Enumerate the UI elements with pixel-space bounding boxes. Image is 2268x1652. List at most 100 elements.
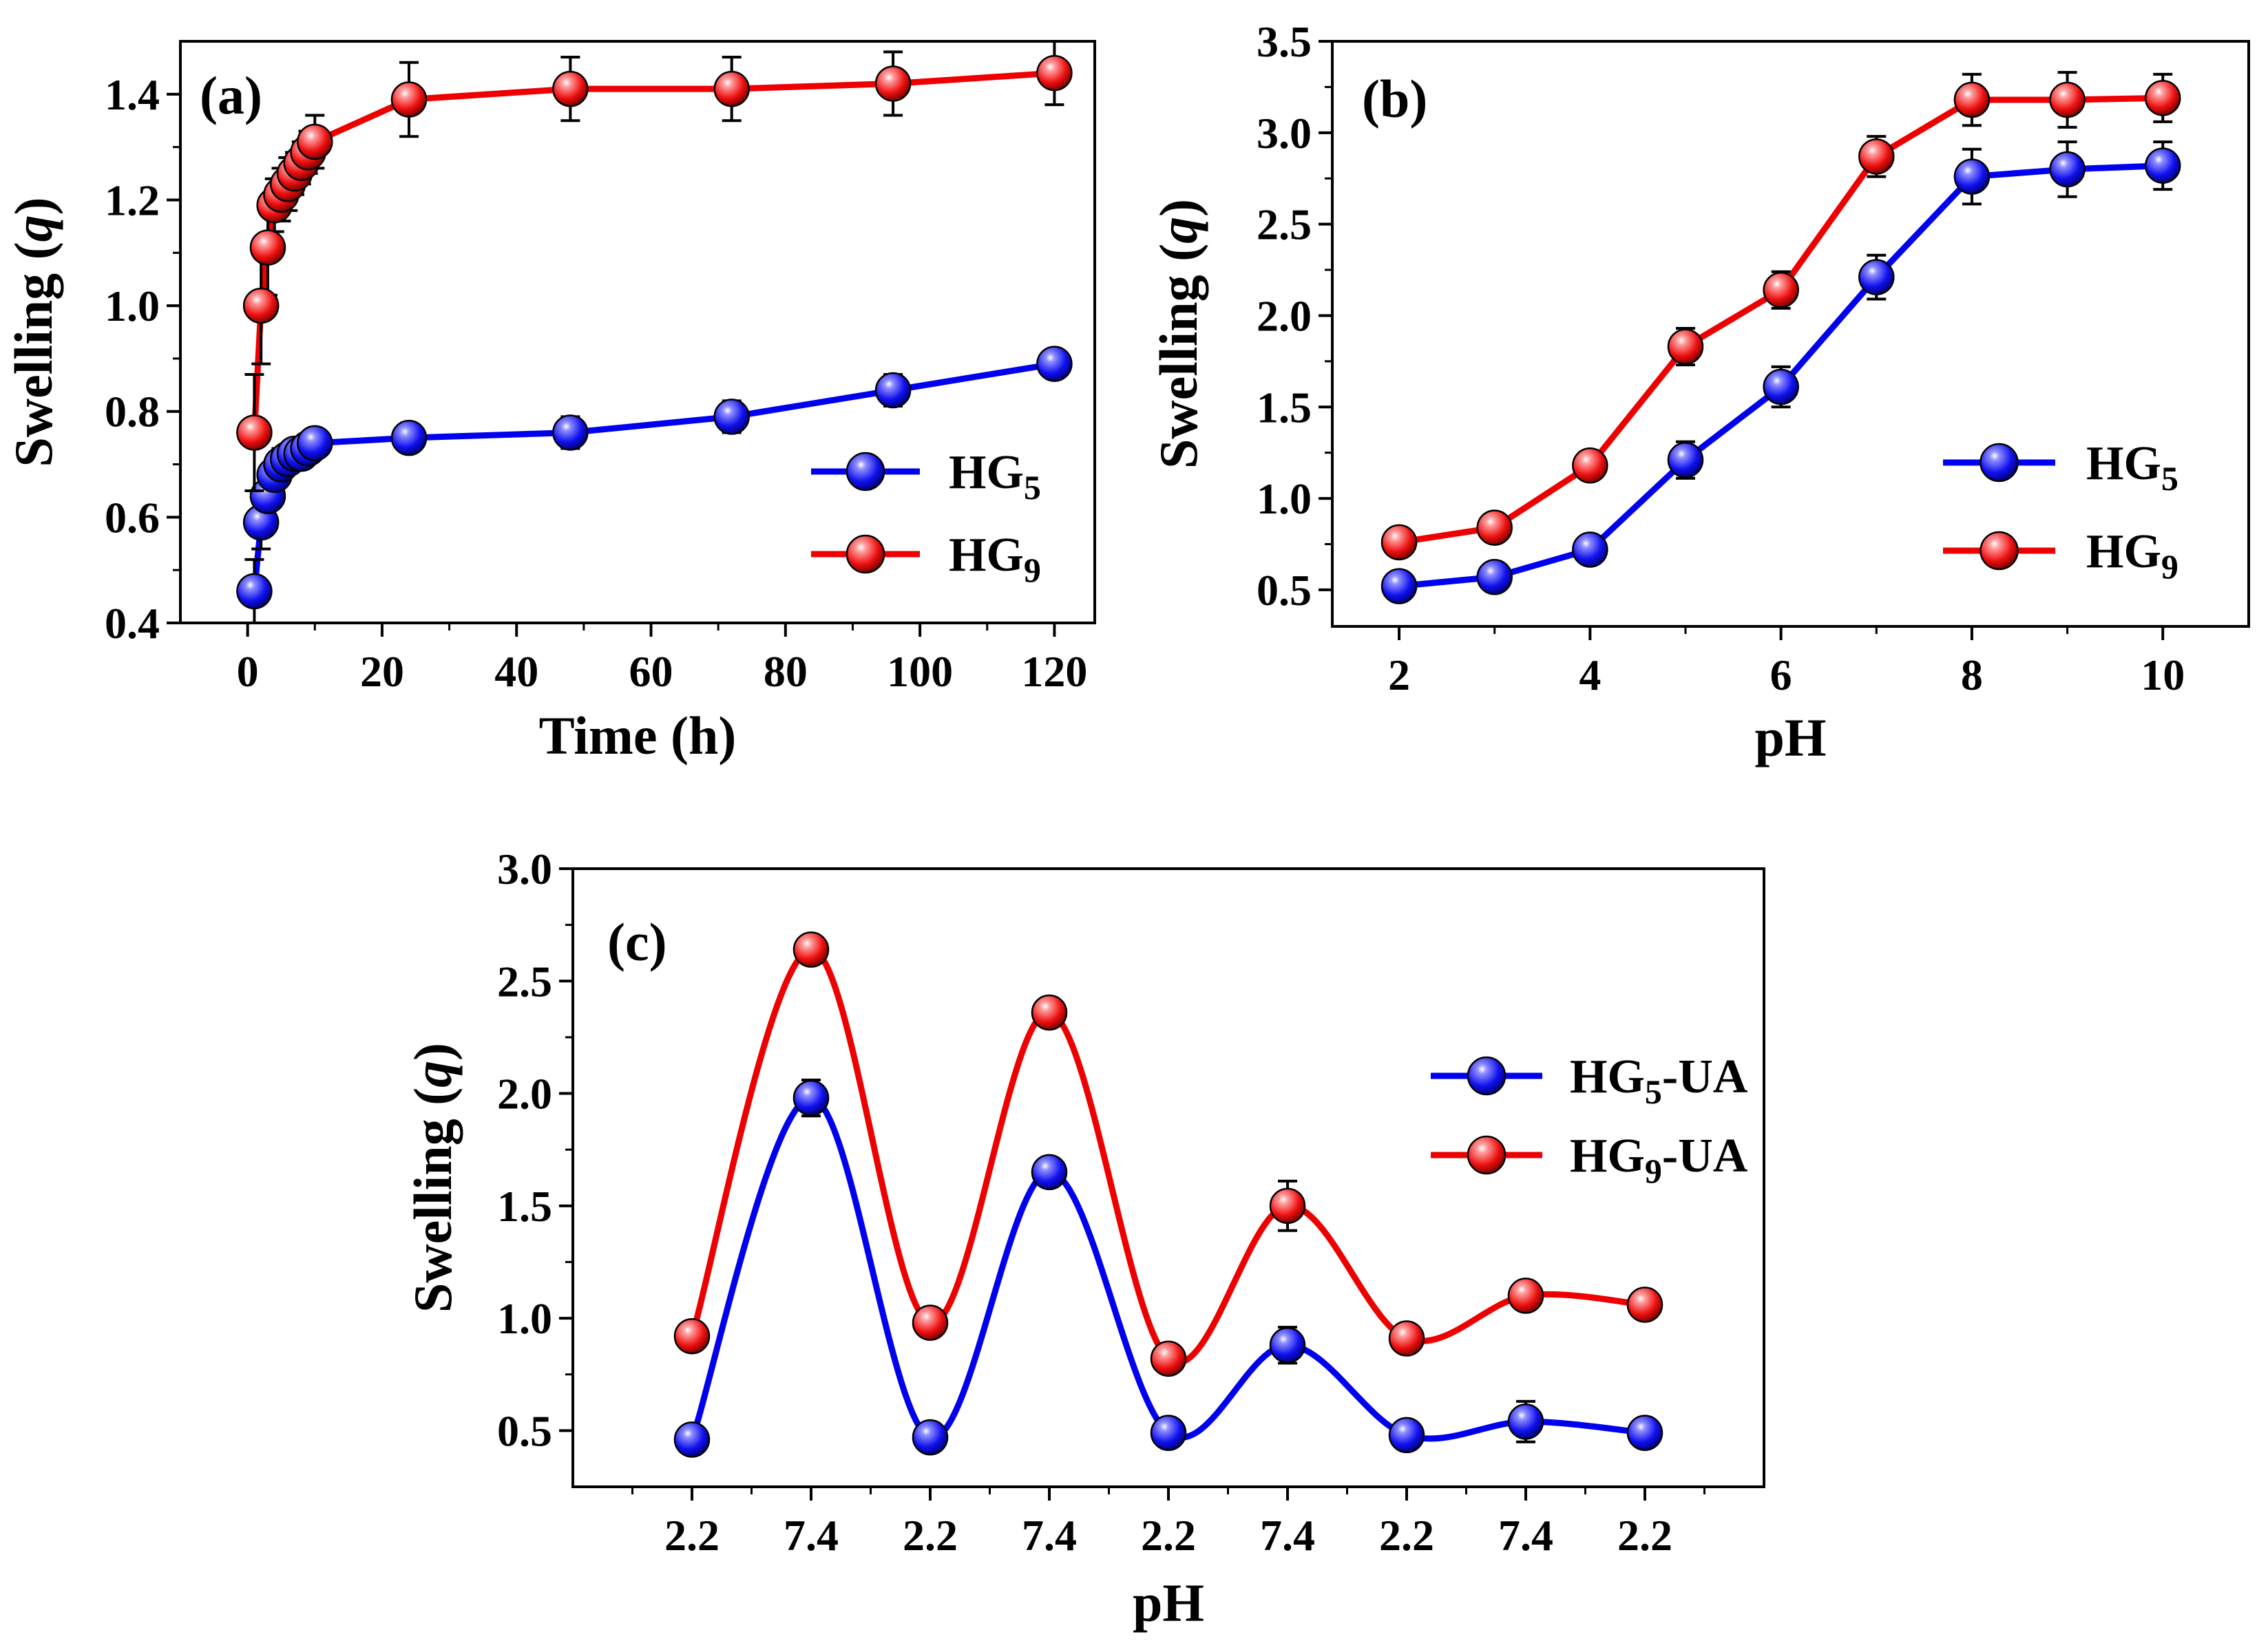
data-point (1858, 259, 1895, 295)
legend-marker (1980, 443, 2019, 483)
data-point (912, 1304, 949, 1341)
x-tick-label: 10 (2141, 650, 2185, 699)
plot-frame (179, 40, 1096, 624)
data-point (1476, 559, 1513, 595)
y-axis-title-part: ) (3, 197, 63, 215)
x-tick-label: 80 (764, 647, 808, 696)
legend-item-1: HG5-UA (1431, 1050, 1748, 1111)
data-point (249, 229, 286, 266)
data-point (1626, 1286, 1663, 1323)
legend-item-1: HG5 (1943, 437, 2178, 498)
series-line (1398, 94, 2163, 546)
x-tick-label: 2.2 (1141, 1511, 1196, 1560)
data-point (1763, 368, 1799, 405)
y-tick-label: 1.0 (497, 1294, 552, 1343)
y-tick-label: 1.0 (105, 282, 160, 330)
chart-panel-c: 0.5 1.0 1.5 2.0 2.5 3.0 2.2 7.4 2.2 7.4 2.2 7.4 2.2 7… (403, 845, 1765, 1633)
data-point (1269, 1187, 1306, 1225)
legend-label-base: HG (949, 446, 1024, 499)
legend-label-subscript: 5 (1024, 468, 1041, 507)
y-axis-title-symbol: q (403, 1061, 463, 1088)
series-2 (1380, 71, 2181, 561)
data-point (236, 573, 273, 610)
legend-label-base: HG (1570, 1050, 1645, 1103)
y-axis-title-part: Swelling ( (1148, 244, 1208, 469)
x-tick-label: 6 (1770, 650, 1792, 699)
data-point (874, 372, 912, 409)
data-point (1667, 328, 1704, 365)
data-point (1953, 81, 1991, 118)
x-tick-label: 7.4 (784, 1511, 839, 1560)
y-tick-label: 2.0 (1257, 291, 1312, 340)
x-tick-label: 20 (360, 647, 404, 696)
y-tick-label: 3.0 (497, 845, 552, 893)
legend-marker (1467, 1135, 1506, 1175)
data-point (792, 931, 830, 968)
panel-label: (c) (607, 912, 667, 972)
y-tick-label: 0.5 (1257, 566, 1312, 615)
legend-label-1: HG5-UA (1570, 1050, 1748, 1111)
data-point (1031, 994, 1068, 1031)
y-tick-label: 1.4 (105, 70, 160, 119)
data-point (1626, 1415, 1663, 1451)
data-point (297, 425, 333, 462)
data-point (1388, 1417, 1425, 1454)
data-point (2049, 81, 2086, 118)
x-tick-label: 8 (1961, 650, 1983, 699)
y-tick-label: 3.0 (1257, 109, 1312, 158)
y-tick-label: 0.6 (105, 493, 160, 542)
legend-marker (1980, 531, 2019, 571)
data-point (713, 399, 750, 435)
legend-label-suffix: -UA (1662, 1130, 1748, 1183)
data-point (1572, 447, 1608, 484)
x-tick-label: 60 (629, 647, 673, 696)
series-line (251, 361, 1056, 592)
y-tick-label: 1.2 (105, 176, 160, 224)
legend-label-base: HG (949, 529, 1024, 582)
series-line (251, 70, 1055, 433)
y-tick-label: 2.0 (497, 1070, 552, 1119)
legend-label-subscript: 9 (1024, 551, 1041, 589)
y-axis-title-part: Swelling ( (403, 1088, 463, 1313)
y-axis-title-part: ) (1148, 199, 1208, 217)
data-point (1667, 442, 1704, 478)
data-point (390, 419, 428, 456)
x-tick-label: 2.2 (664, 1511, 720, 1560)
data-point (1380, 568, 1418, 604)
data-point (713, 70, 750, 107)
data-point (1269, 1327, 1306, 1364)
data-point (1031, 1154, 1068, 1191)
legend-label-subscript: 5 (1645, 1072, 1662, 1111)
chart-panel-a: 0.4 0.6 0.8 1.0 1.2 1.4 0 20 40 60 80 100 120 Time (h… (3, 40, 1096, 765)
chart-panel-b: 0.5 1.0 1.5 2.0 2.5 3.0 3.5 2 4 6 8 10 pH Swelling (q… (1148, 17, 2250, 767)
legend-item-2: HG9 (1943, 525, 2178, 586)
y-tick-label: 1.0 (1257, 474, 1312, 523)
legend-label-subscript: 9 (2161, 547, 2178, 586)
data-point (1036, 54, 1073, 92)
data-point (236, 414, 273, 451)
data-point (1763, 272, 1799, 308)
data-point (242, 287, 280, 324)
y-tick-label: 1.5 (497, 1182, 552, 1231)
data-point (1150, 1340, 1187, 1377)
x-tick-label: 2.2 (903, 1511, 958, 1560)
legend-label-2: HG9 (949, 529, 1041, 589)
legend-item-2: HG9 (811, 529, 1041, 589)
series-1 (673, 1078, 1663, 1458)
y-axis-title-part: ) (403, 1043, 463, 1061)
plot-frame (1331, 40, 2250, 628)
x-axis-title: Time (h) (539, 706, 737, 765)
legend-marker (846, 534, 885, 574)
x-axis-title: pH (1754, 708, 1826, 767)
data-point (1572, 531, 1608, 568)
legend-marker (1467, 1056, 1506, 1096)
data-point (1507, 1278, 1544, 1314)
data-point (2049, 151, 2086, 188)
legend-label-2: HG9-UA (1570, 1130, 1748, 1190)
x-tick-label: 0 (237, 647, 259, 696)
data-point (874, 65, 912, 102)
x-tick-label: 2 (1388, 650, 1410, 699)
x-tick-label: 7.4 (1260, 1511, 1315, 1560)
series-1 (1380, 140, 2181, 604)
